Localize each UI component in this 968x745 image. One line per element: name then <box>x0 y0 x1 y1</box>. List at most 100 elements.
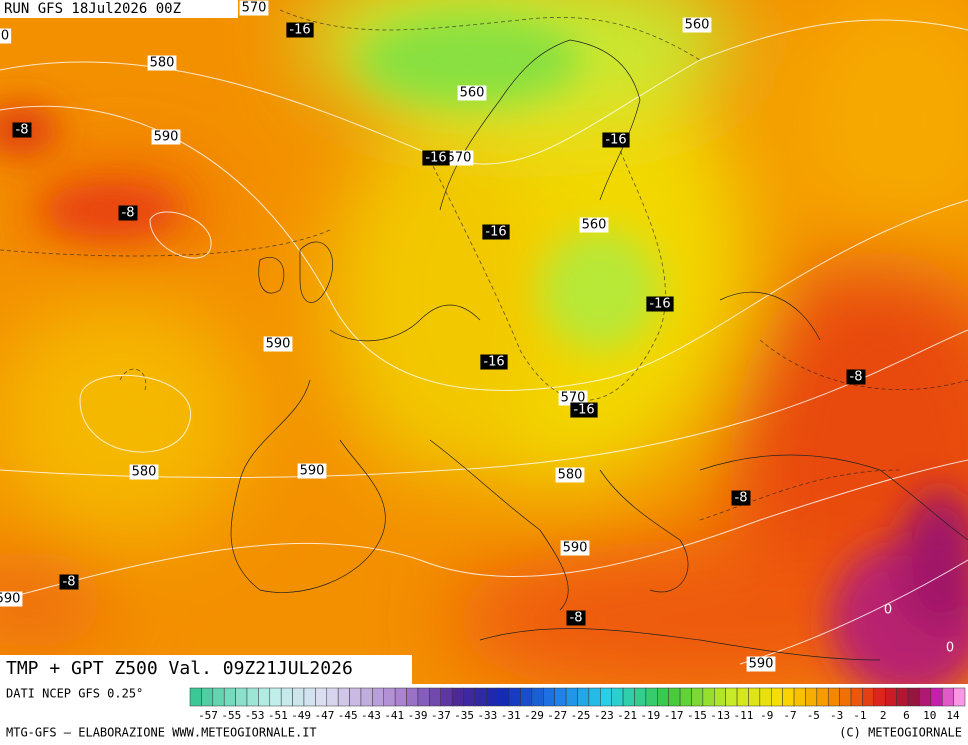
legend-swatch <box>497 687 510 707</box>
legend-swatch <box>634 687 647 707</box>
legend-swatch <box>896 687 909 707</box>
height-label: 590 <box>154 130 179 145</box>
legend-label: -23 <box>594 709 614 722</box>
temperature-label-bg <box>731 490 751 506</box>
height-label-bg <box>147 55 177 71</box>
legend-label: -57 <box>198 709 218 722</box>
legend-swatch <box>280 687 293 707</box>
legend-label: -3 <box>830 709 843 722</box>
legend-label: -19 <box>640 709 660 722</box>
legend-label: -47 <box>314 709 334 722</box>
legend-swatch <box>884 687 897 707</box>
legend-swatch <box>543 687 555 707</box>
legend-swatch <box>679 687 692 707</box>
legend-label: 2 <box>880 709 887 722</box>
legend-label: -51 <box>268 709 288 722</box>
height-label: 590 <box>749 657 774 672</box>
legend-swatch <box>235 687 248 707</box>
legend-label: -35 <box>454 709 474 722</box>
legend-swatch <box>725 687 738 707</box>
temperature-label-bg <box>422 150 450 166</box>
temperature-label-bg <box>59 574 79 590</box>
temperature-label: -16 <box>605 133 626 148</box>
legend-label: -41 <box>384 709 404 722</box>
legend-swatch <box>246 687 259 707</box>
legend-swatch <box>372 687 384 707</box>
legend-swatch <box>577 687 590 707</box>
temperature-label: -16 <box>289 23 310 38</box>
legend-swatch <box>862 687 875 707</box>
legend-swatch <box>839 687 852 707</box>
legend-swatch <box>702 687 715 707</box>
legend-swatch <box>565 687 578 707</box>
height-label-bg <box>746 656 776 672</box>
legend-label: -1 <box>853 709 866 722</box>
legend-swatch <box>736 687 749 707</box>
legend-label: -15 <box>687 709 707 722</box>
height-label-bg <box>457 85 487 101</box>
legend-label: 6 <box>903 709 910 722</box>
legend-swatch <box>907 687 920 707</box>
legend-swatch <box>827 687 840 707</box>
legend-swatch <box>668 687 681 707</box>
run-box <box>0 0 238 18</box>
legend-swatch <box>337 687 350 707</box>
temperature-label: -8 <box>850 370 863 385</box>
legend-swatch <box>873 687 886 707</box>
height-label-bg <box>0 28 12 44</box>
temperature-label-bg <box>480 354 508 370</box>
legend-label: 14 <box>946 709 960 722</box>
height-label: 580 <box>132 465 157 480</box>
legend-swatch <box>463 687 476 707</box>
legend-swatch <box>349 687 362 707</box>
title-box <box>0 655 412 684</box>
height-label: 590 <box>266 337 291 352</box>
legend-swatch <box>600 687 612 707</box>
run-label: RUN GFS 18Jul2026 00Z <box>4 1 181 17</box>
temperature-label: -16 <box>649 297 670 312</box>
legend-label: 10 <box>923 709 936 722</box>
legend-label: -11 <box>734 709 754 722</box>
legend-label: -7 <box>783 709 796 722</box>
legend-swatch <box>611 687 624 707</box>
temperature-label-bg <box>846 369 866 385</box>
map-labels: 570 560 0 580 560 590 570 560 590 570 580 590 580 590… <box>0 0 954 672</box>
data-source: DATI NCEP GFS 0.25° <box>6 687 143 701</box>
legend-swatch <box>429 687 441 707</box>
temperature-label: -8 <box>122 206 135 221</box>
legend-swatch <box>326 687 339 707</box>
legend-swatch <box>406 687 419 707</box>
height-label-bg <box>151 129 181 145</box>
temperature-label: -8 <box>735 491 748 506</box>
legend-swatch <box>440 687 453 707</box>
temperature-label-bg <box>566 610 586 626</box>
height-label: 580 <box>150 56 175 71</box>
legend-swatch <box>292 687 305 707</box>
height-label: 570 <box>242 1 267 16</box>
height-label: 590 <box>0 592 20 607</box>
color-legend: -57 -55 -53 -51 -49 -47 -45 -43 -41 -39 -37 -35 -33-… <box>189 687 966 722</box>
legend-swatch <box>258 687 271 707</box>
legend-swatch <box>451 687 464 707</box>
height-label: 590 <box>300 464 325 479</box>
legend-label: -49 <box>291 709 311 722</box>
height-label: 560 <box>685 18 710 33</box>
legend-label: -17 <box>664 709 684 722</box>
legend-swatch <box>554 687 567 707</box>
height-label-bg <box>682 17 712 33</box>
legend-label: -13 <box>710 709 730 722</box>
legend-swatch <box>269 687 282 707</box>
legend-swatch <box>394 687 407 707</box>
height-label: 570 <box>561 391 586 406</box>
temperature-label-bg <box>482 224 510 240</box>
temperature-label-bg <box>12 122 32 138</box>
temperature-label: -8 <box>63 575 76 590</box>
legend-swatch <box>622 687 635 707</box>
legend-swatch <box>201 687 214 707</box>
legend-swatch <box>657 687 669 707</box>
legend-swatch <box>850 687 863 707</box>
height-label: 560 <box>582 218 607 233</box>
temperature-label: 0 <box>946 641 954 656</box>
